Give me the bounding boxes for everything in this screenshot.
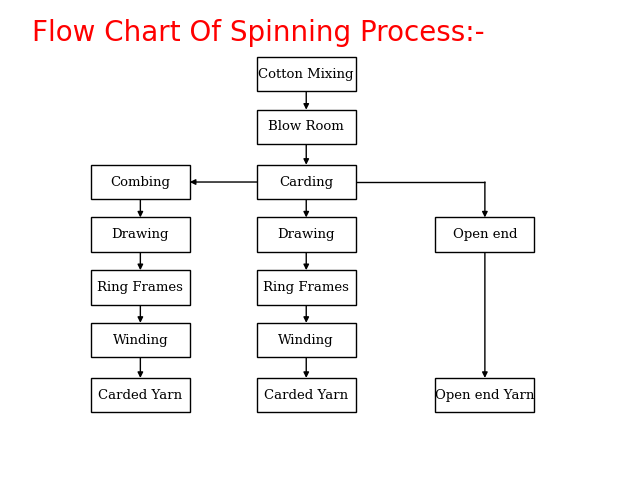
Bar	[91, 378, 190, 412]
Text: Ring Frames: Ring Frames	[98, 281, 183, 294]
Text: Drawing: Drawing	[278, 228, 335, 241]
Text: Open end Yarn: Open end Yarn	[435, 388, 535, 402]
Text: Carded Yarn: Carded Yarn	[264, 388, 348, 402]
Text: Blow Room: Blow Room	[269, 120, 344, 134]
Text: Winding: Winding	[112, 333, 168, 347]
Bar	[91, 323, 190, 357]
Bar	[256, 323, 355, 357]
Bar	[435, 378, 535, 412]
Text: Ring Frames: Ring Frames	[263, 281, 349, 294]
Bar	[256, 110, 355, 144]
Text: Flow Chart Of Spinning Process:-: Flow Chart Of Spinning Process:-	[32, 19, 484, 47]
Text: Cotton Mixing: Cotton Mixing	[258, 68, 354, 81]
Bar	[435, 217, 535, 252]
Bar	[91, 217, 190, 252]
Text: Open end: Open end	[452, 228, 517, 241]
Bar	[256, 217, 355, 252]
Bar	[91, 165, 190, 199]
Text: Combing: Combing	[110, 175, 170, 189]
Bar	[256, 165, 355, 199]
Text: Drawing: Drawing	[112, 228, 169, 241]
Text: Carding: Carding	[279, 175, 333, 189]
Bar	[256, 378, 355, 412]
Bar	[256, 57, 355, 91]
Text: Winding: Winding	[278, 333, 334, 347]
Bar	[256, 270, 355, 305]
Bar	[91, 270, 190, 305]
Text: Carded Yarn: Carded Yarn	[98, 388, 182, 402]
